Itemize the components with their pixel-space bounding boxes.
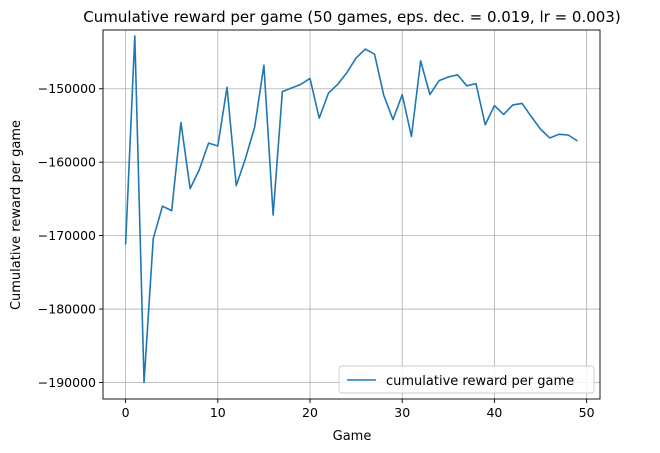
plot-frame: [102, 29, 601, 400]
grid: [103, 30, 600, 399]
y-tick-label: −190000: [38, 375, 96, 390]
y-axis-label: Cumulative reward per game: [9, 120, 24, 310]
series-group: [124, 35, 578, 384]
x-tick-label: 50: [579, 405, 595, 420]
y-tick-label: −170000: [38, 228, 96, 243]
x-tick-label: 30: [394, 405, 410, 420]
y-tick-label: −180000: [38, 302, 96, 317]
y-tick-label: −160000: [38, 155, 96, 170]
chart-title: Cumulative reward per game (50 games, ep…: [83, 8, 620, 26]
series-line: [124, 35, 578, 384]
y-tick-label: −150000: [38, 81, 96, 96]
x-tick-label: 40: [486, 405, 502, 420]
x-tick-label: 0: [122, 405, 130, 420]
x-axis-label: Game: [333, 429, 372, 444]
x-tick-label: 10: [210, 405, 226, 420]
legend-label: cumulative reward per game: [386, 374, 574, 389]
legend: cumulative reward per game: [338, 365, 595, 394]
x-axis-ticks: 0 10 20 30 40 50: [122, 399, 595, 420]
legend-box: [338, 365, 595, 394]
y-axis-ticks: −190000 −180000 −170000 −160000 −150000: [38, 81, 103, 390]
x-tick-label: 20: [302, 405, 318, 420]
